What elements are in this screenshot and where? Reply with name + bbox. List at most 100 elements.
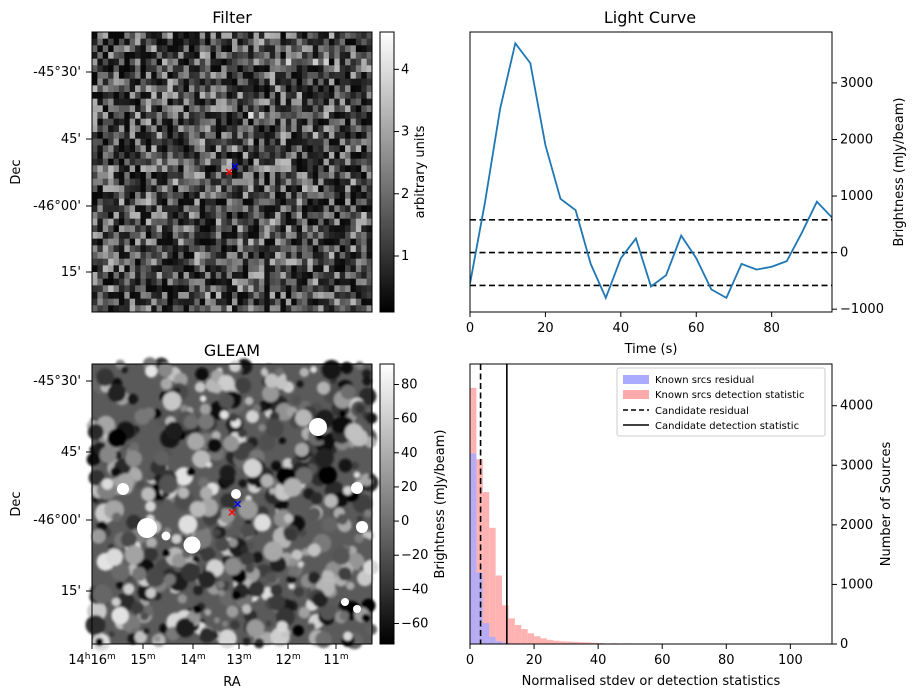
filter-pixel — [269, 112, 276, 120]
filter-pixel — [194, 205, 201, 213]
filter-pixel — [264, 65, 271, 73]
filter-pixel — [124, 185, 131, 193]
filter-pixel — [307, 272, 314, 280]
filter-pixel — [264, 258, 271, 266]
filter-pixel — [302, 118, 308, 126]
filter-pixel — [226, 265, 233, 273]
filter-pixel — [328, 238, 335, 246]
filter-pixel — [108, 292, 114, 300]
filter-pixel — [194, 92, 201, 100]
gleam-noise-blob — [282, 458, 294, 469]
filter-pixel — [194, 198, 201, 206]
filter-pixel — [275, 138, 281, 146]
histogram-frame — [469, 363, 833, 645]
filter-pixel — [167, 78, 174, 86]
filter-pixel — [312, 32, 319, 40]
filter-pixel — [215, 212, 222, 220]
filter-pixel — [129, 278, 136, 286]
filter-pixel — [145, 45, 152, 53]
filter-pixel — [307, 192, 314, 200]
filter-pixel — [242, 38, 249, 46]
filter-pixel — [253, 238, 260, 246]
filter-pixel — [167, 125, 174, 133]
filter-pixel — [124, 178, 131, 186]
filter-pixel — [242, 232, 249, 240]
filter-pixel — [312, 52, 319, 60]
gleam-noise-blob — [258, 423, 266, 432]
filter-pixel — [323, 92, 330, 100]
filter-pixel — [226, 125, 233, 133]
filter-pixel — [296, 78, 303, 86]
filter-pixel — [124, 78, 131, 86]
gleam-noise-blob — [291, 395, 302, 406]
filter-pixel — [215, 245, 222, 253]
filter-pixel — [232, 205, 238, 213]
filter-pixel — [221, 118, 228, 126]
filter-pixel — [307, 165, 314, 173]
filter-pixel — [318, 225, 324, 233]
filter-pixel — [339, 285, 346, 293]
filter-pixel — [237, 32, 244, 40]
filter-pixel — [221, 285, 228, 293]
filter-pixel — [237, 78, 244, 86]
filter-pixel — [355, 118, 362, 126]
filter-pixel — [124, 45, 131, 53]
filter-pixel — [118, 238, 125, 246]
filter-pixel — [264, 125, 271, 133]
filter-pixel — [118, 285, 125, 293]
filter-pixel — [285, 185, 292, 193]
filter-pixel — [97, 272, 104, 280]
filter-pixel — [167, 65, 174, 73]
gleam-noise-blob — [220, 410, 229, 419]
filter-pixel — [221, 32, 228, 40]
filter-pixel — [242, 165, 249, 173]
gleam-noise-blob — [198, 413, 214, 430]
filter-pixel — [302, 98, 308, 106]
filter-pixel — [248, 192, 254, 200]
gleam-colorbar — [379, 363, 395, 645]
filter-pixel — [167, 92, 174, 100]
filter-pixel — [97, 212, 104, 220]
filter-pixel — [92, 232, 98, 240]
filter-pixel — [355, 98, 362, 106]
filter-pixel — [275, 265, 281, 273]
filter-pixel — [102, 92, 109, 100]
filter-pixel — [264, 132, 271, 140]
filter-pixel — [264, 252, 271, 260]
filter-pixel — [221, 105, 228, 113]
filter-pixel — [140, 65, 147, 73]
filter-colorbar-tick-label: 3 — [401, 125, 409, 140]
filter-pixel — [188, 32, 195, 40]
filter-pixel — [318, 172, 324, 180]
gleam-noise-blob — [134, 631, 147, 644]
filter-pixel — [167, 212, 174, 220]
filter-ytick-label: -45°30' — [33, 65, 81, 80]
filter-pixel — [312, 298, 319, 306]
filter-pixel — [178, 305, 184, 313]
histogram-bar-residual — [495, 641, 503, 644]
gleam-noise-blob — [346, 581, 355, 590]
filter-pixel — [296, 32, 303, 40]
filter-pixel — [237, 58, 244, 66]
filter-pixel — [199, 98, 206, 106]
filter-pixel — [113, 38, 120, 46]
filter-pixel — [334, 292, 341, 300]
filter-pixel — [237, 298, 244, 306]
filter-pixel — [242, 118, 249, 126]
histogram-bar-residual — [476, 572, 483, 644]
filter-pixel — [194, 285, 201, 293]
filter-pixel — [108, 238, 114, 246]
filter-pixel — [140, 38, 147, 46]
filter-pixel — [237, 305, 244, 313]
filter-pixel — [312, 178, 319, 186]
lightcurve-ytick-label: 1000 — [840, 189, 873, 204]
filter-pixel — [232, 52, 238, 60]
filter-pixel — [188, 252, 195, 260]
gleam-xtick-label: 15m — [130, 652, 155, 668]
filter-pixel — [129, 285, 136, 293]
filter-pixel — [113, 258, 120, 266]
filter-pixel — [129, 72, 136, 80]
filter-pixel — [178, 118, 184, 126]
filter-pixel — [253, 225, 260, 233]
filter-pixel — [328, 172, 335, 180]
